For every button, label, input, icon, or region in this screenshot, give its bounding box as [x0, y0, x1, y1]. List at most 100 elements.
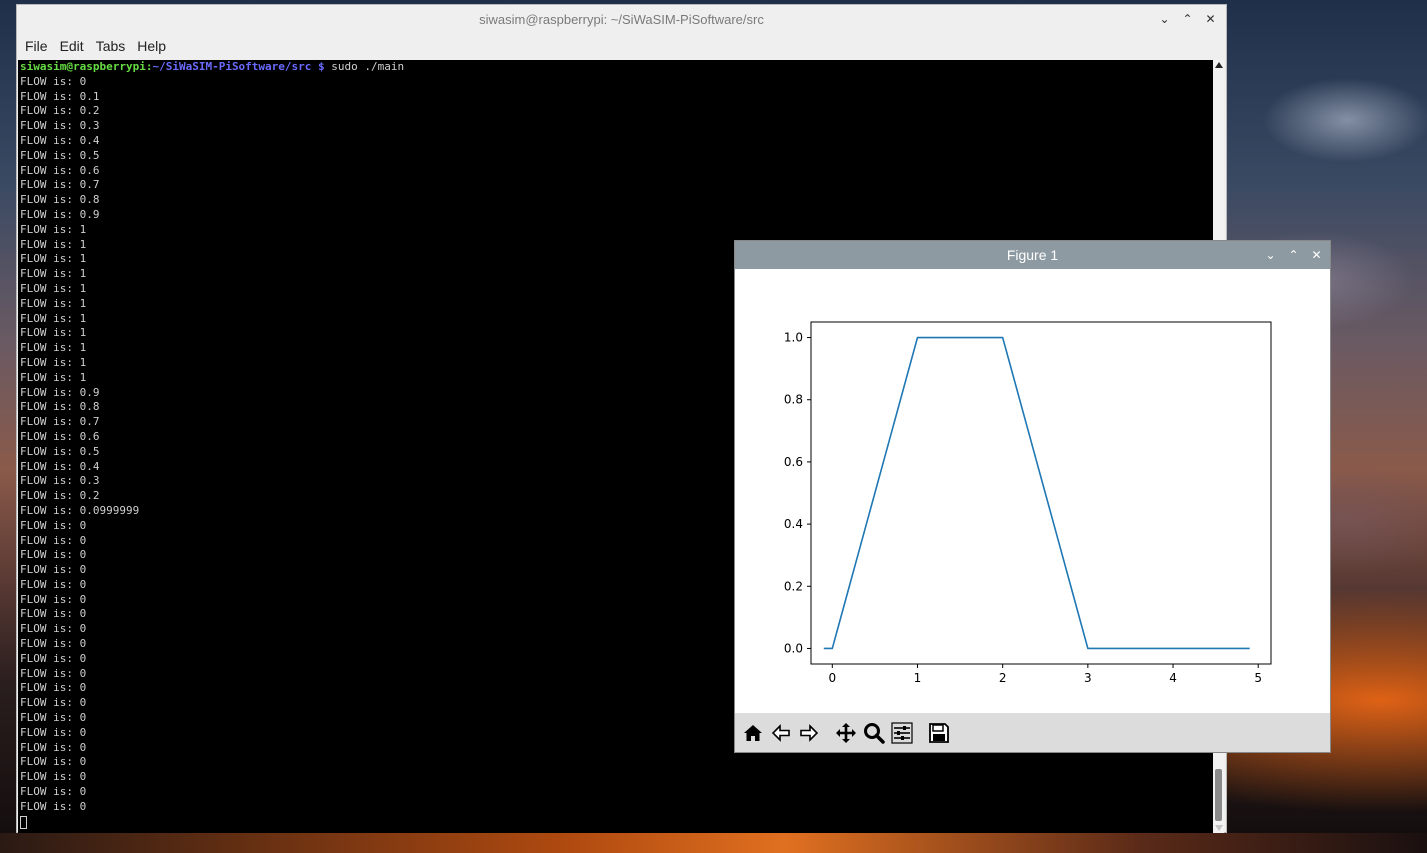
terminal-output-line: FLOW is: 0.3: [20, 474, 100, 488]
x-tick-label: 5: [1254, 671, 1262, 685]
x-tick-label: 2: [999, 671, 1007, 685]
menu-help[interactable]: Help: [137, 38, 167, 54]
terminal-menubar: File Edit Tabs Help: [17, 33, 1226, 59]
prompt-command: sudo ./main: [324, 60, 405, 73]
terminal-output-line: FLOW is: 0: [20, 785, 87, 799]
prompt-user: siwasim@raspberrypi: [20, 60, 146, 73]
terminal-cursor-line: [20, 815, 1214, 830]
terminal-output-line: FLOW is: 1: [20, 326, 87, 340]
terminal-output-line: FLOW is: 1: [20, 267, 87, 281]
menu-edit[interactable]: Edit: [59, 38, 84, 54]
figure-titlebar[interactable]: Figure 1 ⌄ ⌃ ✕: [735, 241, 1330, 269]
terminal-output-line: FLOW is: 0: [20, 548, 87, 562]
plot-frame: [810, 321, 1272, 665]
maximize-icon[interactable]: ⌃: [1182, 12, 1193, 26]
terminal-output-line: FLOW is: 1: [20, 311, 87, 325]
scroll-down-arrow-icon[interactable]: [1215, 825, 1223, 831]
terminal-output-line: FLOW is: 0: [20, 755, 87, 769]
terminal-prompt-line: siwasim@raspberrypi:~/SiWaSIM-PiSoftware…: [20, 60, 1214, 75]
terminal-output-line: FLOW is: 1: [20, 281, 87, 295]
configure-subplots-icon: [890, 721, 913, 744]
terminal-output-line: FLOW is: 0.9: [20, 207, 100, 221]
prompt-path: ~/SiWaSIM-PiSoftware/src: [152, 60, 312, 73]
line-chart: 0 1 2 3 4 5 0.0 0.2 0.4 0.6 0.8 1.0: [784, 321, 1272, 685]
y-tick-label: 0.4: [784, 517, 803, 531]
desktop-horizon: [0, 833, 1427, 853]
y-tick-label: 0.8: [784, 393, 803, 407]
terminal-output-line: FLOW is: 1: [20, 222, 87, 236]
terminal-output-line: FLOW is: 1: [20, 355, 87, 369]
y-tick-label: 0.2: [784, 579, 803, 593]
terminal-output-line: FLOW is: 1: [20, 237, 87, 251]
terminal-output-line: FLOW is: 0: [20, 711, 87, 725]
prompt-dollar: $: [311, 60, 325, 73]
figure-window-controls: ⌄ ⌃ ✕: [1265, 241, 1322, 269]
terminal-output-line: FLOW is: 1: [20, 341, 87, 355]
maximize-icon[interactable]: ⌃: [1288, 248, 1299, 262]
terminal-output-line: FLOW is: 0: [20, 533, 87, 547]
terminal-output-line: FLOW is: 0.2: [20, 104, 100, 118]
terminal-output-line: FLOW is: 0: [20, 681, 87, 695]
terminal-output-line: FLOW is: 0.1: [20, 89, 100, 103]
terminal-output-line: FLOW is: 0: [20, 592, 87, 606]
terminal-output-line: FLOW is: 0: [20, 666, 87, 680]
terminal-output-line: FLOW is: 0: [20, 637, 87, 651]
zoom-button[interactable]: [861, 720, 886, 745]
figure-window: Figure 1 ⌄ ⌃ ✕ 0 1 2 3 4 5 0.0 0.2 0.4 0.6 0.8 1.0: [734, 240, 1331, 753]
forward-icon: [799, 723, 818, 742]
scroll-up-arrow-icon[interactable]: [1215, 62, 1223, 68]
configure-subplots-button[interactable]: [889, 720, 914, 745]
back-button[interactable]: [768, 720, 793, 745]
minimize-icon[interactable]: ⌄: [1265, 248, 1276, 262]
terminal-output-line: FLOW is: 0.0999999: [20, 503, 140, 517]
zoom-icon: [863, 722, 885, 744]
pan-button[interactable]: [833, 720, 858, 745]
pan-icon: [835, 722, 856, 743]
y-tick-label: 0.0: [784, 641, 803, 655]
terminal-output-line: FLOW is: 0: [20, 651, 87, 665]
x-tick-label: 4: [1169, 671, 1177, 685]
x-tick-label: 1: [914, 671, 922, 685]
forward-button[interactable]: [796, 720, 821, 745]
close-icon[interactable]: ✕: [1205, 12, 1216, 26]
terminal-output[interactable]: siwasim@raspberrypi:~/SiWaSIM-PiSoftware…: [18, 60, 1214, 833]
menu-tabs[interactable]: Tabs: [95, 38, 126, 54]
terminal-output-line: FLOW is: 0: [20, 799, 87, 813]
terminal-titlebar[interactable]: siwasim@raspberrypi: ~/SiWaSIM-PiSoftwar…: [17, 5, 1226, 33]
terminal-output-line: FLOW is: 0: [20, 725, 87, 739]
x-tick-label: 0: [828, 671, 836, 685]
terminal-output-line: FLOW is: 1: [20, 296, 87, 310]
terminal-output-line: FLOW is: 0.5: [20, 444, 100, 458]
y-tick-label: 1.0: [784, 331, 803, 345]
terminal-window-controls: ⌄ ⌃ ✕: [1159, 5, 1216, 33]
terminal-output-line: FLOW is: 0: [20, 607, 87, 621]
terminal-output-line: FLOW is: 0.2: [20, 489, 100, 503]
scroll-thumb[interactable]: [1215, 769, 1222, 821]
menu-file[interactable]: File: [25, 38, 48, 54]
minimize-icon[interactable]: ⌄: [1159, 12, 1170, 26]
terminal-output-line: FLOW is: 0: [20, 577, 87, 591]
save-button[interactable]: [926, 720, 951, 745]
terminal-output-line: FLOW is: 0: [20, 74, 87, 88]
figure-title: Figure 1: [1006, 247, 1059, 263]
terminal-output-line: FLOW is: 0.6: [20, 163, 100, 177]
home-button[interactable]: [740, 720, 765, 745]
terminal-output-line: FLOW is: 0.8: [20, 193, 100, 207]
back-icon: [771, 723, 790, 742]
terminal-output-line: FLOW is: 0.4: [20, 133, 100, 147]
figure-canvas[interactable]: 0 1 2 3 4 5 0.0 0.2 0.4 0.6 0.8 1.0: [735, 269, 1330, 713]
terminal-output-line: FLOW is: 0.7: [20, 178, 100, 192]
close-icon[interactable]: ✕: [1311, 248, 1322, 262]
flow-series-line: [823, 336, 1250, 650]
terminal-output-line: FLOW is: 1: [20, 252, 87, 266]
terminal-output-line: FLOW is: 0: [20, 696, 87, 710]
terminal-cursor: [20, 816, 27, 830]
terminal-output-line: FLOW is: 0.4: [20, 459, 100, 473]
terminal-title: siwasim@raspberrypi: ~/SiWaSIM-PiSoftwar…: [479, 11, 764, 27]
save-icon: [928, 722, 949, 743]
y-tick-label: 0.6: [784, 455, 803, 469]
terminal-output-line: FLOW is: 0: [20, 740, 87, 754]
terminal-output-line: FLOW is: 0: [20, 622, 87, 636]
figure-toolbar: [735, 713, 1330, 752]
terminal-output-line: FLOW is: 0: [20, 518, 87, 532]
